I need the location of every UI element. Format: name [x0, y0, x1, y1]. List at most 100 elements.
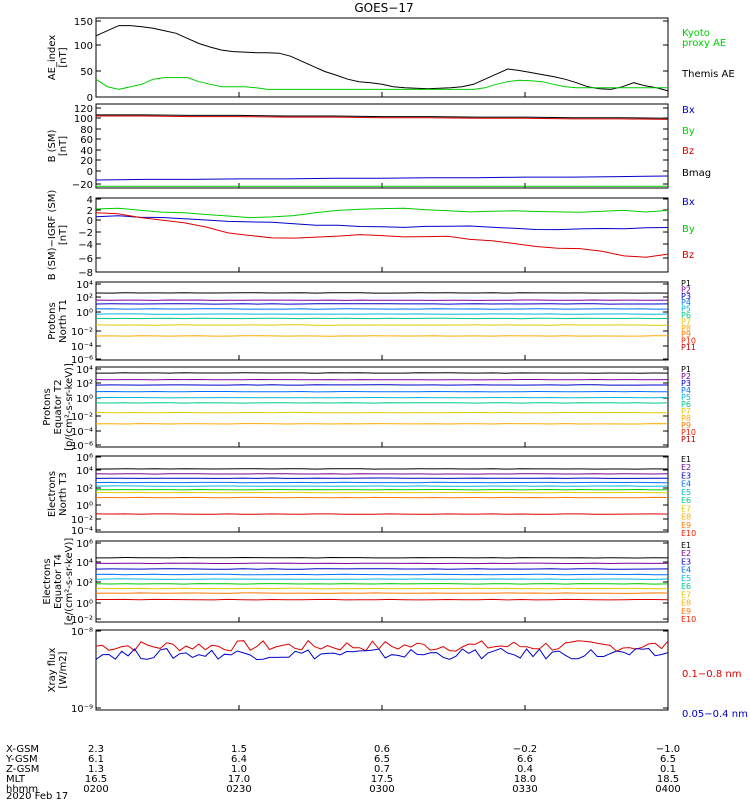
axis-row-value: 1.0: [231, 764, 247, 775]
panel-frame: [95, 540, 669, 623]
y-tick-label: 0: [87, 216, 93, 227]
legend-entry: Themis AE: [681, 69, 735, 80]
series-line-e5: [95, 578, 669, 580]
axis-row-value: 0230: [226, 784, 251, 795]
legend-e9: E9: [681, 607, 691, 616]
legend-p8: P8: [681, 324, 691, 333]
legend-p10: P10: [681, 337, 696, 346]
legend-entry: 0.1−0.8 nm: [682, 669, 741, 680]
y-tick-label: 2: [87, 206, 93, 217]
y-tick-label: 10⁻⁶: [71, 441, 93, 452]
axis-row-value: 6.5: [660, 754, 676, 765]
legend-p4: P4: [681, 298, 691, 307]
axis-row-value: 1.3: [88, 764, 104, 775]
series-line-kyoto-proxy-ae: [95, 77, 668, 90]
legend-p8: P8: [681, 414, 691, 423]
panel-ee: [95, 540, 669, 623]
y-axis-label: Electrons: [42, 558, 53, 604]
y-tick-label: 100: [74, 114, 93, 125]
y-tick-label: 10²: [76, 484, 93, 495]
axis-row-value: 6.4: [231, 754, 247, 765]
y-tick-label: −8: [78, 268, 93, 279]
y-axis-label: [nT]: [58, 225, 69, 245]
series-line-bz: [95, 212, 669, 258]
y-tick-label: 10⁻²: [71, 412, 93, 423]
y-tick-label: 10⁴: [76, 466, 93, 477]
panel-pe: [95, 366, 669, 448]
axis-row-label: Z-GSM: [6, 764, 39, 775]
series-line-p8: [95, 335, 668, 337]
axis-row-value: 0.7: [374, 764, 390, 775]
legend-entry: Kyoto: [682, 28, 710, 39]
panel-frame: [95, 281, 669, 361]
legend-p11: P11: [681, 435, 696, 444]
y-tick-label: 10⁶: [76, 453, 93, 464]
legend-e4: E4: [681, 566, 691, 575]
series-line-e8: [95, 592, 669, 594]
legend-entry: 0.05−0.4 nm: [682, 709, 748, 720]
y-axis-label: Equator T2: [53, 380, 64, 435]
y-axis-label: B (SM): [47, 129, 58, 162]
legend-entry: By: [682, 224, 695, 235]
y-tick-label: 0: [87, 167, 93, 178]
series-line-bx: [95, 175, 669, 181]
y-axis-label: Protons: [47, 302, 58, 339]
y-tick-label: −20: [72, 180, 93, 191]
series-line-e2: [95, 562, 669, 565]
legend-p2: P2: [681, 285, 691, 294]
axis-row-value: 0.1: [660, 764, 676, 775]
axis-row-value: 2.3: [88, 744, 104, 755]
legend-e5: E5: [681, 574, 691, 583]
y-tick-label: 80: [80, 125, 93, 136]
axis-row-value: 16.5: [85, 774, 107, 785]
legend-entry: By: [682, 126, 695, 137]
y-tick-label: 10⁻⁴: [71, 342, 93, 353]
y-axis-label: AE_index: [47, 35, 58, 81]
axis-row-value: 6.6: [517, 754, 533, 765]
legend-p3: P3: [681, 292, 691, 301]
axis-row-value: 0400: [655, 784, 680, 795]
y-tick-label: 120: [74, 104, 93, 115]
legend-p5: P5: [681, 393, 691, 402]
plot-title: GOES−17: [354, 1, 413, 15]
legend-e8: E8: [681, 513, 691, 522]
axis-row-label: X-GSM: [6, 744, 39, 755]
axis-row-value: 0200: [83, 784, 108, 795]
y-tick-label: 10⁰: [76, 501, 93, 512]
legend-entry: Bx: [682, 197, 695, 208]
y-tick-label: 10⁻²: [71, 327, 93, 338]
legend-p11: P11: [681, 343, 696, 352]
series-line-bz: [96, 115, 669, 120]
axis-row-label: MLT: [6, 774, 26, 785]
panel-frame: [95, 455, 669, 533]
series-line-themis-ae: [95, 25, 669, 92]
series-line-e7: [95, 587, 669, 590]
y-axis-label: Xray flux: [47, 648, 58, 693]
legend-e5: E5: [681, 488, 691, 497]
axis-row-label: hhmm: [6, 784, 38, 795]
y-axis-label: North T1: [58, 299, 69, 343]
legend-e6: E6: [681, 582, 691, 591]
panel-xray: [95, 629, 669, 711]
legend-p10: P10: [681, 428, 696, 437]
y-tick-label: 20: [80, 156, 93, 167]
y-tick-label: 100: [74, 41, 93, 52]
y-tick-label: 10²: [76, 379, 93, 390]
y-tick-label: 4: [87, 195, 93, 206]
y-axis-label: [W/m2]: [58, 651, 69, 688]
panel-ae: [95, 17, 669, 98]
axis-row-value: −0.2: [513, 744, 537, 755]
panel-frame: [95, 366, 669, 448]
axis-row-value: 17.5: [371, 774, 393, 785]
y-tick-label: −2: [78, 228, 93, 239]
y-tick-label: 10⁴: [76, 280, 93, 291]
legend-e4: E4: [681, 480, 691, 489]
legend-e1: E1: [681, 541, 691, 550]
legend-e3: E3: [681, 557, 691, 566]
legend-e8: E8: [681, 599, 691, 608]
legend-entry: Bz: [682, 146, 694, 157]
y-tick-label: 10⁴: [76, 365, 93, 376]
series-line-by: [95, 207, 669, 219]
y-tick-label: 10²: [76, 578, 93, 589]
